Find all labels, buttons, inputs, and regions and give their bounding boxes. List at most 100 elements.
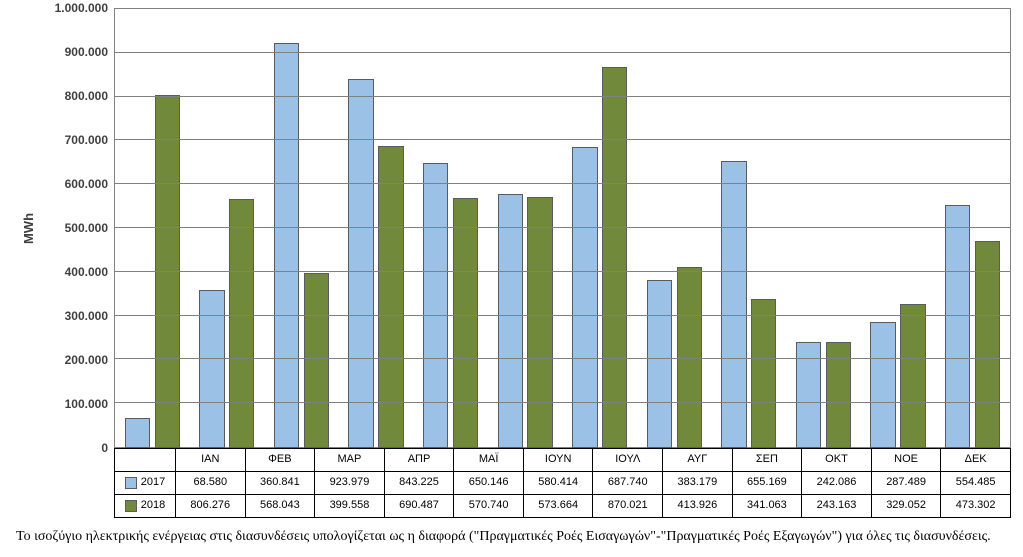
- data-column: ΙΑΝ68.580806.276: [176, 449, 246, 517]
- value-cell: 341.063: [733, 495, 802, 517]
- bar-group: [115, 9, 190, 447]
- bar-group: [339, 9, 414, 447]
- data-column: ΙΟΥΛ687.740870.021: [593, 449, 663, 517]
- bar-group: [861, 9, 936, 447]
- category-label: ΜΑΪ: [454, 449, 523, 472]
- value-cell: 287.489: [872, 472, 941, 495]
- bar-2017: [348, 79, 373, 448]
- gridline: [115, 227, 1010, 228]
- value-cell: 690.487: [385, 495, 454, 517]
- bar-group: [264, 9, 339, 447]
- legend-swatch: [125, 500, 137, 512]
- value-cell: 843.225: [385, 472, 454, 495]
- gridline: [115, 52, 1010, 53]
- value-cell: 687.740: [593, 472, 662, 495]
- value-cell: 243.163: [802, 495, 871, 517]
- bar-2017: [125, 418, 150, 448]
- bar-2017: [498, 194, 523, 448]
- y-tick-label: 0: [101, 441, 108, 455]
- value-cell: 806.276: [176, 495, 245, 517]
- category-label: ΜΑΡ: [315, 449, 384, 472]
- gridline: [115, 139, 1010, 140]
- category-label: ΙΟΥΛ: [593, 449, 662, 472]
- category-label: ΙΑΝ: [176, 449, 245, 472]
- bar-2018: [304, 273, 329, 448]
- category-label: ΑΥΓ: [663, 449, 732, 472]
- value-cell: 570.740: [454, 495, 523, 517]
- legend-label: 2017: [141, 476, 165, 489]
- category-label: ΑΠΡ: [385, 449, 454, 472]
- footnote: Το ισοζύγιο ηλεκτρικής ενέργειας στις δι…: [16, 528, 1007, 546]
- y-tick-label: 800.000: [65, 89, 108, 103]
- legend-item: 2017: [115, 472, 175, 495]
- legend-blank: [115, 449, 175, 472]
- value-cell: 68.580: [176, 472, 245, 495]
- category-label: ΦΕΒ: [246, 449, 315, 472]
- legend-item: 2018: [115, 495, 175, 517]
- page: MWh 0100.000200.000300.000400.000500.000…: [0, 0, 1023, 557]
- data-table: 20172018 ΙΑΝ68.580806.276ΦΕΒ360.841568.0…: [114, 448, 1011, 518]
- value-cell: 573.664: [524, 495, 593, 517]
- y-tick-label: 500.000: [65, 221, 108, 235]
- value-cell: 554.485: [941, 472, 1010, 495]
- bar-group: [712, 9, 787, 447]
- bar-2017: [647, 280, 672, 448]
- bar-group: [190, 9, 265, 447]
- bars-container: [115, 9, 1010, 447]
- value-cell: 568.043: [246, 495, 315, 517]
- data-column: ΝΟΕ287.489329.052: [872, 449, 942, 517]
- value-cell: 413.926: [663, 495, 732, 517]
- data-column: ΔΕΚ554.485473.302: [941, 449, 1010, 517]
- value-cell: 242.086: [802, 472, 871, 495]
- y-tick-label: 900.000: [65, 45, 108, 59]
- y-axis-label: MWh: [21, 212, 36, 243]
- bar-2017: [870, 322, 895, 448]
- data-column: ΑΥΓ383.179413.926: [663, 449, 733, 517]
- bar-2018: [602, 67, 627, 448]
- value-cell: 650.146: [454, 472, 523, 495]
- y-tick-label: 300.000: [65, 309, 108, 323]
- chart-area: MWh 0100.000200.000300.000400.000500.000…: [12, 8, 1011, 448]
- value-cell: 923.979: [315, 472, 384, 495]
- value-cell: 360.841: [246, 472, 315, 495]
- data-column: ΜΑΡ923.979399.558: [315, 449, 385, 517]
- value-cell: 473.302: [941, 495, 1010, 517]
- data-column: ΑΠΡ843.225690.487: [385, 449, 455, 517]
- value-cell: 329.052: [872, 495, 941, 517]
- legend-label: 2018: [141, 499, 165, 512]
- bar-2018: [453, 198, 478, 448]
- bar-2017: [274, 43, 299, 448]
- bar-2018: [229, 199, 254, 448]
- gridline: [115, 183, 1010, 184]
- value-cell: 399.558: [315, 495, 384, 517]
- value-cell: 580.414: [524, 472, 593, 495]
- category-label: ΣΕΠ: [733, 449, 802, 472]
- bar-group: [786, 9, 861, 447]
- y-tick-label: 600.000: [65, 177, 108, 191]
- gridline: [115, 402, 1010, 403]
- gridline: [115, 315, 1010, 316]
- bar-group: [413, 9, 488, 447]
- bar-group: [562, 9, 637, 447]
- category-label: ΝΟΕ: [872, 449, 941, 472]
- y-axis: 0100.000200.000300.000400.000500.000600.…: [46, 8, 114, 448]
- legend-column: 2017 2018: [115, 449, 176, 517]
- bar-2018: [900, 304, 925, 448]
- category-label: ΙΟΥΝ: [524, 449, 593, 472]
- bar-2018: [677, 267, 702, 448]
- bar-group: [935, 9, 1010, 447]
- data-column: ΦΕΒ360.841568.043: [246, 449, 316, 517]
- data-column: ΟΚΤ242.086243.163: [802, 449, 872, 517]
- value-cell: 870.021: [593, 495, 662, 517]
- value-cell: 383.179: [663, 472, 732, 495]
- data-column: ΜΑΪ650.146570.740: [454, 449, 524, 517]
- category-label: ΟΚΤ: [802, 449, 871, 472]
- gridline: [115, 96, 1010, 97]
- value-cell: 655.169: [733, 472, 802, 495]
- gridline: [115, 271, 1010, 272]
- bar-2017: [721, 161, 746, 448]
- y-axis-label-container: MWh: [12, 8, 46, 448]
- bar-group: [637, 9, 712, 447]
- bar-2018: [527, 197, 552, 448]
- gridline: [115, 358, 1010, 359]
